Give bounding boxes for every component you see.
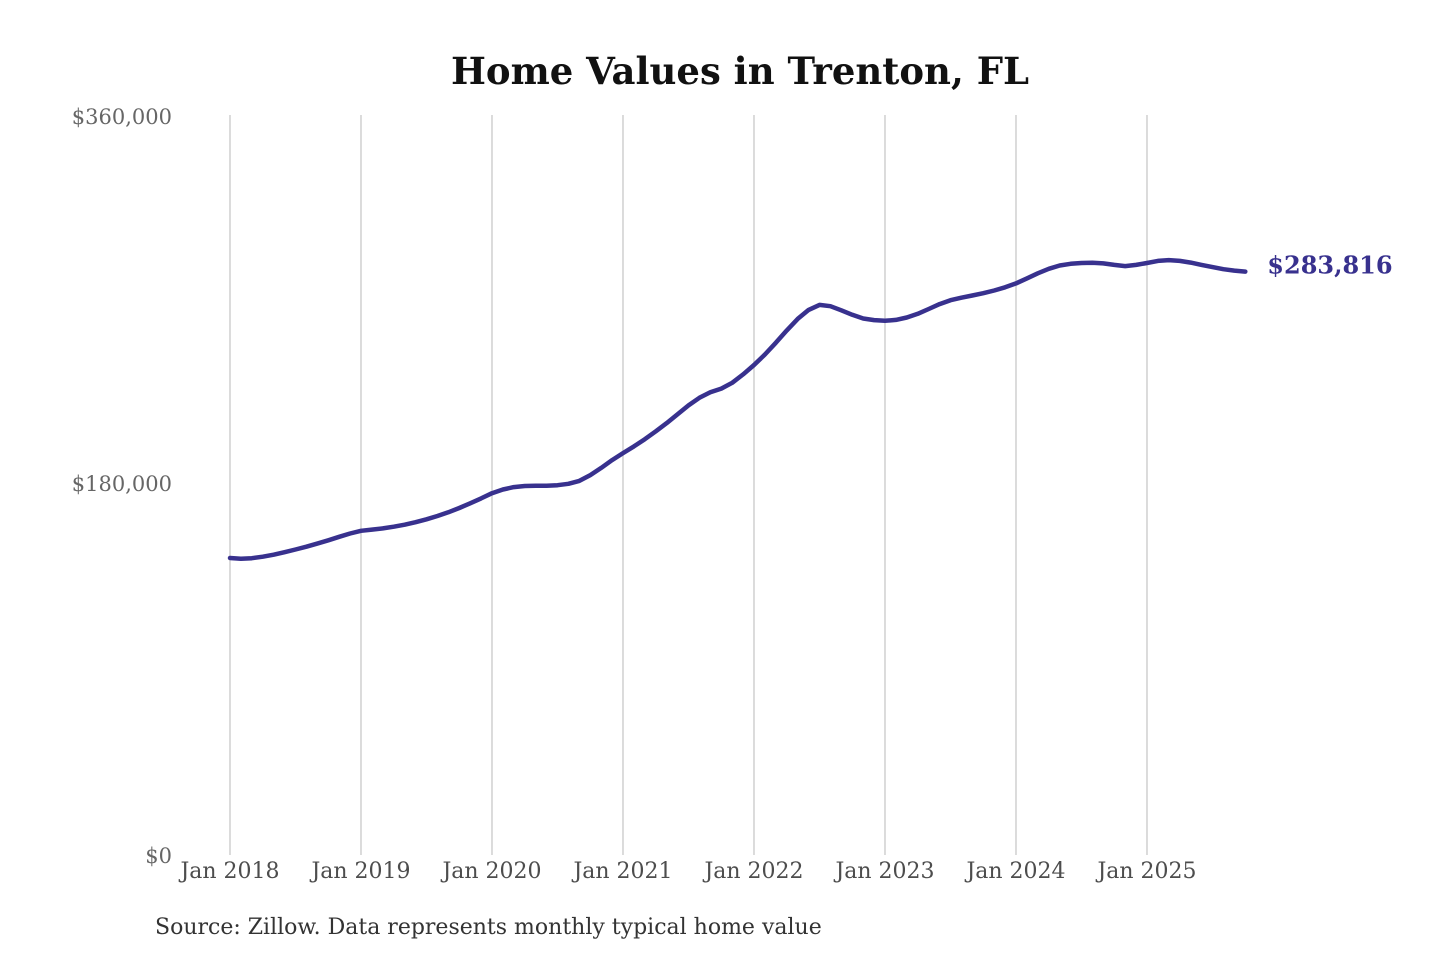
x-tick-label: Jan 2018 xyxy=(178,859,279,884)
x-tick-label: Jan 2022 xyxy=(702,859,803,884)
x-tick-label: Jan 2023 xyxy=(833,859,934,884)
home-value-series-line xyxy=(227,257,1248,562)
x-tick-label: Jan 2024 xyxy=(964,859,1065,884)
x-axis-labels: Jan 2018 Jan 2019 Jan 2020 Jan 2021 Jan 2022… xyxy=(178,859,1196,884)
y-tick-label-180000: $180,000 xyxy=(72,472,172,496)
x-tick-label: Jan 2019 xyxy=(309,859,410,884)
chart-title: Home Values in Trenton, FL xyxy=(451,49,1029,93)
source-caption: Source: Zillow. Data represents monthly … xyxy=(155,915,822,940)
y-tick-label-0: $0 xyxy=(145,844,172,868)
x-tick-label: Jan 2021 xyxy=(571,859,672,884)
gridlines xyxy=(229,115,1148,855)
y-tick-label-360000: $360,000 xyxy=(72,105,172,129)
y-axis-labels: $360,000 $180,000 $0 xyxy=(72,105,172,868)
latest-value-label: $283,816 xyxy=(1267,251,1392,280)
x-tick-label: Jan 2020 xyxy=(440,859,541,884)
x-tick-label: Jan 2025 xyxy=(1095,859,1196,884)
